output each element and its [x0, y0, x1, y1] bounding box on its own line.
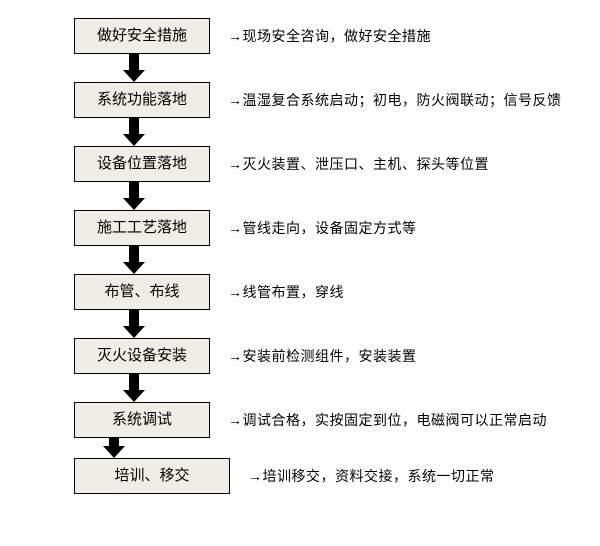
flow-node: 系统调试 [74, 402, 210, 438]
flow-node: 灭火设备安装 [74, 338, 210, 374]
flow-row: 系统功能落地 →温湿复合系统启动；初电，防火阀联动；信号反馈 [74, 82, 600, 118]
flow-desc: →灭火装置、泄压口、主机、探头等位置 [228, 154, 489, 174]
flow-desc: →安装前检测组件，安装装置 [228, 346, 417, 366]
flow-row: 布管、布线 →线管布置，穿线 [74, 274, 600, 310]
flow-desc: →管线走向，设备固定方式等 [228, 218, 417, 238]
flowchart-container: 做好安全措施 →现场安全咨询，做好安全措施系统功能落地 →温湿复合系统启动；初电，防… [0, 18, 600, 494]
flow-row: 系统调试 →调试合格，实按固定到位，电磁阀可以正常启动 [74, 402, 600, 438]
flow-desc: →调试合格，实按固定到位，电磁阀可以正常启动 [228, 410, 547, 430]
flow-row: 施工工艺落地 →管线走向，设备固定方式等 [74, 210, 600, 246]
flow-arrow [74, 118, 600, 146]
flow-row: 做好安全措施 →现场安全咨询，做好安全措施 [74, 18, 600, 54]
flow-node: 施工工艺落地 [74, 210, 210, 246]
flow-desc: →线管布置，穿线 [228, 282, 344, 302]
flow-desc: →培训移交，资料交接，系统一切正常 [248, 466, 495, 486]
flow-arrow [74, 54, 600, 82]
flow-desc: →现场安全咨询，做好安全措施 [228, 26, 431, 46]
flow-row: 培训、移交 →培训移交，资料交接，系统一切正常 [74, 458, 600, 494]
flow-node: 布管、布线 [74, 274, 210, 310]
flow-arrow [74, 310, 600, 338]
flow-desc: →温湿复合系统启动；初电，防火阀联动；信号反馈 [228, 90, 562, 110]
flow-node: 设备位置落地 [74, 146, 210, 182]
flow-node: 做好安全措施 [74, 18, 210, 54]
flow-arrow [74, 374, 600, 402]
flow-node: 培训、移交 [74, 458, 230, 494]
flow-node: 系统功能落地 [74, 82, 210, 118]
flow-arrow [74, 182, 600, 210]
flow-row: 设备位置落地 →灭火装置、泄压口、主机、探头等位置 [74, 146, 600, 182]
flow-arrow [74, 246, 600, 274]
flow-arrow [74, 438, 600, 458]
flow-row: 灭火设备安装 →安装前检测组件，安装装置 [74, 338, 600, 374]
